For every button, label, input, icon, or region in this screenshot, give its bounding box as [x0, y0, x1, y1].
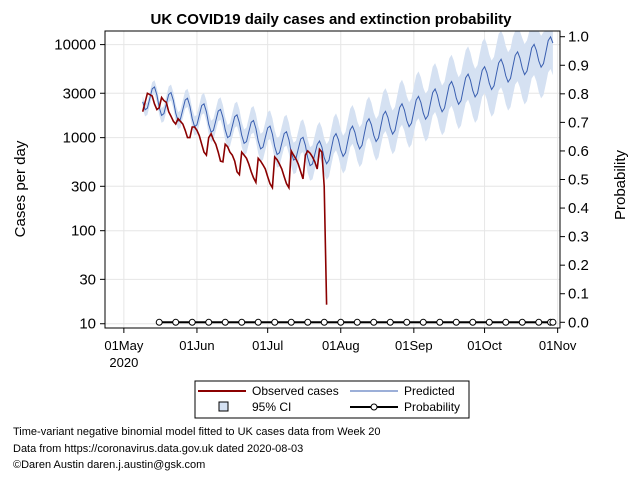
x-axis: 01May 2020 01Jun 01Jul 01Aug 01Sep 01Oct 01Nov: [104, 328, 577, 370]
ci-band-area: [142, 31, 553, 181]
x-tick-label: 01Nov: [539, 338, 577, 353]
probability-point: [436, 318, 444, 326]
y-axis-right: 0.0 0.1 0.2 0.3 0.4 0.5 0.6 0.7 0.8 0.9 1.0: [560, 29, 589, 331]
y-left-tick-label: 30: [79, 271, 96, 288]
probability-point: [549, 318, 557, 326]
x-tick-label: 01May: [104, 338, 144, 353]
y-right-tick-label: 0.0: [568, 314, 589, 331]
y-right-tick-label: 0.8: [568, 86, 589, 103]
y-right-tick-label: 0.1: [568, 286, 589, 303]
y-right-tick-label: 0.4: [568, 200, 589, 217]
probability-point: [403, 318, 411, 326]
chart-title: UK COVID19 daily cases and extinction pr…: [151, 11, 513, 28]
probability-series: [155, 318, 557, 326]
x-tick-label: 01Oct: [467, 338, 502, 353]
probability-point: [452, 318, 460, 326]
probability-point: [386, 318, 394, 326]
y-right-tick-label: 0.6: [568, 143, 589, 160]
x-tick-sublabel: 2020: [109, 355, 138, 370]
y-right-tick-label: 0.3: [568, 229, 589, 246]
legend-probability-label: Probability: [404, 400, 460, 414]
y-right-tick-label: 0.5: [568, 172, 589, 189]
probability-point: [469, 318, 477, 326]
x-tick-label: 01Jul: [252, 338, 283, 353]
x-tick-label: 01Sep: [395, 338, 433, 353]
y-right-tick-label: 0.2: [568, 257, 589, 274]
y-left-tick-label: 10: [79, 316, 96, 333]
legend-predicted-label: Predicted: [404, 384, 455, 398]
probability-point: [254, 318, 262, 326]
y-left-tick-label: 1000: [63, 130, 96, 147]
y-right-tick-label: 0.7: [568, 114, 589, 131]
probability-point: [304, 318, 312, 326]
footnote-source: Data from https://coronavirus.data.gov.u…: [13, 443, 304, 455]
footnote-copyright: ©Daren Austin daren.j.austin@gsk.com: [13, 459, 206, 471]
predicted-line: [142, 35, 554, 167]
y-left-tick-label: 3000: [63, 85, 96, 102]
probability-point: [518, 318, 526, 326]
y-axis-left: 10 30 100 300 1000 3000 10000: [54, 37, 105, 333]
probability-point: [419, 318, 427, 326]
y-left-tick-label: 10000: [54, 37, 96, 54]
probability-point: [221, 318, 229, 326]
y-axis-left-title: Cases per day: [12, 140, 29, 237]
probability-point: [535, 318, 543, 326]
legend: Observed cases Predicted 95% CI Probabil…: [194, 380, 470, 419]
probability-point: [155, 318, 163, 326]
probability-point: [353, 318, 361, 326]
y-left-tick-label: 300: [71, 178, 96, 195]
y-axis-right-title: Probability: [612, 149, 629, 220]
probability-point: [205, 318, 213, 326]
legend-ci-label: 95% CI: [252, 400, 291, 414]
series-layer: [141, 35, 554, 305]
probability-point: [370, 318, 378, 326]
probability-point: [287, 318, 295, 326]
x-tick-label: 01Aug: [322, 338, 360, 353]
probability-point: [238, 318, 246, 326]
legend-box: [194, 380, 470, 419]
probability-point: [337, 318, 345, 326]
observed-line: [141, 92, 328, 305]
footnote-model: Time-variant negative binomial model fit…: [13, 426, 381, 438]
probability-point: [320, 318, 328, 326]
y-left-tick-label: 100: [71, 223, 96, 240]
legend-ci-swatch: [218, 401, 229, 412]
probability-point: [271, 318, 279, 326]
probability-point: [172, 318, 180, 326]
y-right-tick-label: 1.0: [568, 29, 589, 46]
chart: UK COVID19 daily cases and extinction pr…: [12, 11, 629, 419]
ci-band: [142, 31, 553, 181]
probability-point: [485, 318, 493, 326]
probability-point: [188, 318, 196, 326]
legend-probability-marker: [370, 403, 378, 411]
x-tick-label: 01Jun: [179, 338, 214, 353]
gridlines: [105, 31, 560, 328]
y-right-tick-label: 0.9: [568, 57, 589, 74]
probability-point: [502, 318, 510, 326]
legend-observed-label: Observed cases: [252, 384, 339, 398]
